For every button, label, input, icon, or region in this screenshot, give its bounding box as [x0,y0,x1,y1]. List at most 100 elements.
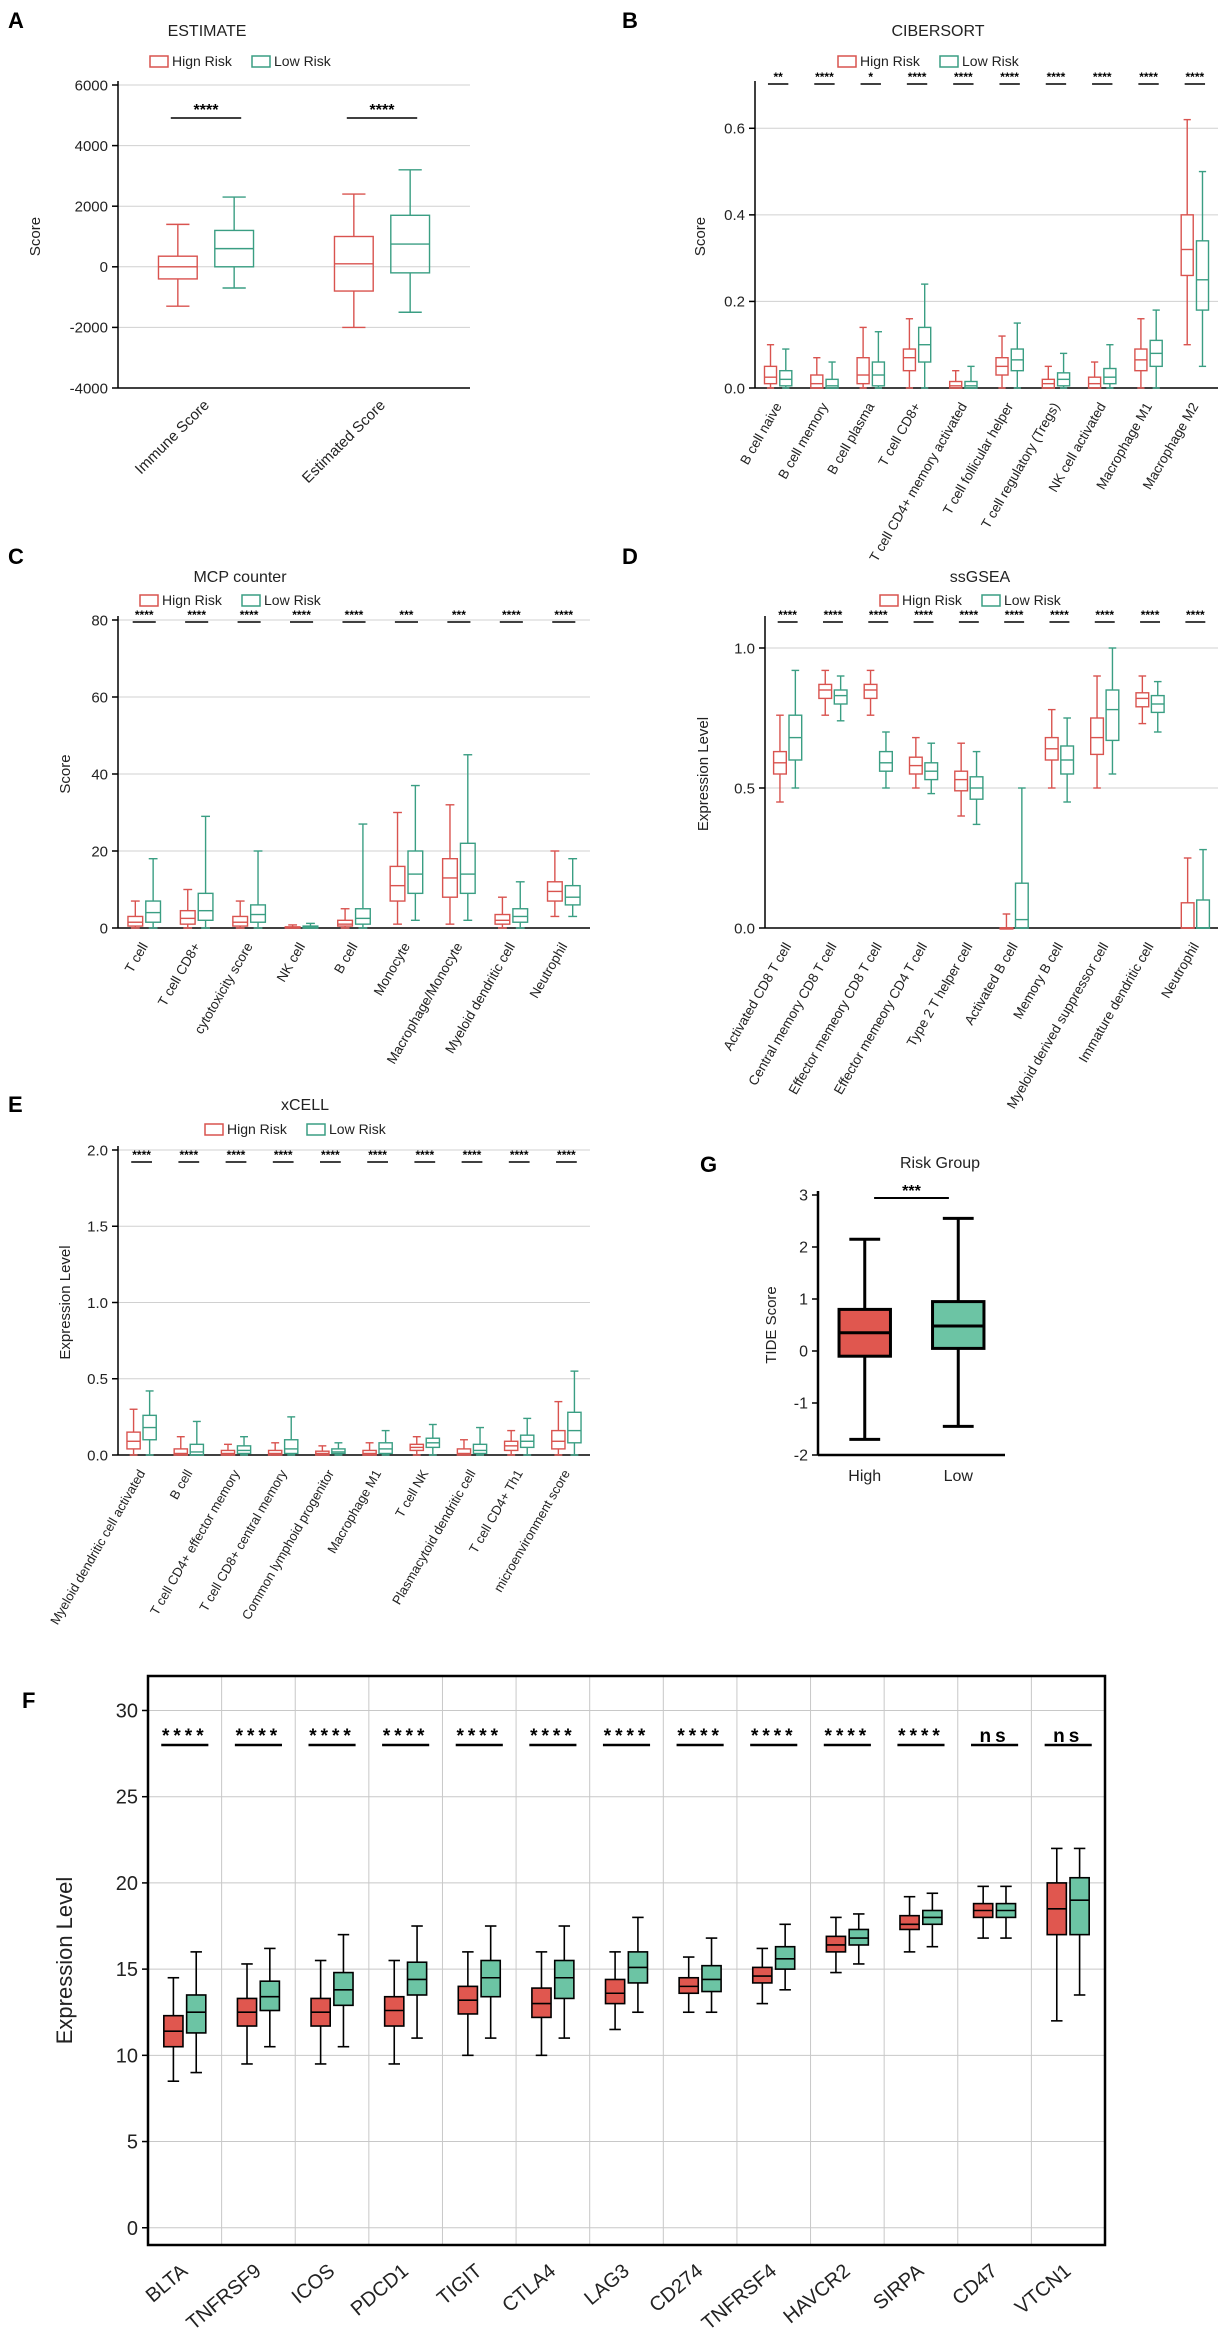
panel-F: F 0 5 10 15 20 25 30 Expression Level **** **** ***… [22,1674,1107,2335]
box-low-risk [185,1951,207,2074]
significance-label: **** [530,1726,576,1747]
box-iqr [553,1959,575,2000]
box-iqr [185,1994,207,2034]
x-tick-label: B cell [331,940,360,976]
significance-label: **** [908,70,927,84]
box-low-risk [1069,1847,1090,1996]
box-low-risk [1195,170,1210,368]
box-high-risk [604,1951,626,2031]
y-tick-label: 0 [799,1344,808,1361]
x-tick-label: T cell [122,940,151,975]
y-tick-label: 30 [116,1700,138,1722]
box-iqr [825,378,839,389]
box-low-risk [472,1426,488,1456]
significance-label: ns [979,1726,1009,1747]
box-iqr [856,357,870,385]
box-iqr [899,1914,920,1931]
box-high-risk [157,223,198,307]
box-high-risk [995,335,1009,389]
y-tick-label: 2.0 [87,1142,108,1159]
significance-label: **** [135,608,154,622]
x-tick-label: SIRPA [869,2260,928,2315]
x-tick-label: Neutrophil [1158,940,1202,1001]
chart-title: Risk Group [900,1155,980,1172]
box-high-risk [1180,118,1194,346]
box-iqr [1195,240,1210,311]
legend: Hign Risk Low Risk [204,1121,387,1137]
x-tick-label: High [848,1468,881,1485]
box-high-risk [163,1976,184,2082]
box-high-risk [236,1963,258,2065]
significance-label: **** [187,608,206,622]
box-low [931,1216,986,1428]
box-iqr [189,1443,205,1456]
y-tick-label: 3 [799,1188,808,1205]
panel-letter: D [622,544,638,569]
legend-label-low: Low Risk [1004,592,1062,608]
x-tick-label: T cell CD8+ [875,400,923,469]
y-axis-label: Expression Level [52,1877,77,2045]
significance-label: ns [1053,1726,1083,1747]
box-low-risk [459,754,476,921]
box-high-risk [856,326,870,389]
box-low-risk [917,283,932,389]
box-iqr [197,892,214,921]
panel-letter: G [700,1152,717,1177]
box-iqr [456,1448,472,1456]
legend-swatch-low [251,55,271,68]
box-iqr [259,1980,281,2012]
box-high-risk [1134,318,1148,389]
box-high-risk [954,742,969,817]
box-high-risk [267,1442,283,1456]
significance-label: **** [1047,70,1066,84]
box-low-risk [924,742,939,795]
y-axis-label: Score [692,217,709,256]
y-tick-label: 40 [91,766,108,783]
y-tick-label: 1.0 [734,640,755,657]
x-tick-label: TNFRSF9 [183,2260,266,2335]
x-tick-label: HAVCR2 [779,2260,854,2328]
box-iqr [179,909,196,925]
chart-title: xCELL [281,1097,329,1114]
box-low-risk [995,1885,1017,1939]
box-iqr [567,1411,582,1444]
y-tick-label: -4000 [70,380,108,397]
box-low-risk [969,750,984,826]
legend-label-low: Low Risk [962,53,1020,69]
box-iqr [232,915,249,927]
box-iqr [818,683,833,700]
box-low-risk [1103,344,1117,389]
significance-label: **** [778,608,797,622]
box-high-risk [1090,675,1105,789]
significance-label: **** [162,1726,208,1747]
box-high-risk [899,1895,920,1953]
x-tick-label: PDCD1 [347,2260,413,2320]
legend-label-high: Hign Risk [162,592,223,608]
significance-label: **** [179,1148,198,1162]
x-tick-label: cytotoxicity score [191,940,255,1037]
significance-label: **** [557,1148,576,1162]
significance-label: **** [345,608,364,622]
legend-swatch-high [837,55,857,68]
box-iqr [774,1945,796,1970]
x-tick-label: Monocyte [371,940,413,998]
box-iqr [220,1449,236,1456]
significance-label: **** [463,1148,482,1162]
y-tick-label: 20 [116,1873,138,1895]
chart-title: ESTIMATE [168,23,247,40]
x-tick-label: LAG3 [580,2260,633,2310]
x-tick-label: T cell NK [392,1467,431,1520]
y-tick-label: 0.0 [724,380,745,397]
box-iqr [267,1449,283,1456]
x-tick-label: BLTA [142,2260,193,2308]
legend-label-high: Hign Risk [172,53,233,69]
box-low-risk [189,1420,205,1456]
box-high-risk [126,1408,141,1456]
box-iqr [779,369,793,387]
y-axis-label: Score [57,754,74,793]
box-iqr [494,913,511,925]
box-high-risk [972,1885,994,1939]
x-tick-label: CTLA4 [498,2260,560,2317]
legend-swatch-low [939,55,959,68]
